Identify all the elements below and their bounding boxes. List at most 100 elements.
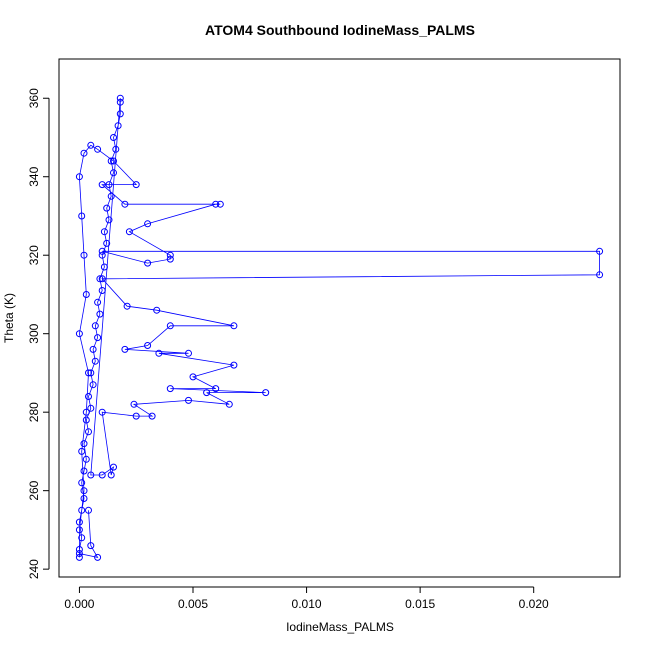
data-point xyxy=(103,239,111,247)
data-point xyxy=(85,393,92,400)
data-point xyxy=(89,381,97,389)
data-point xyxy=(80,487,88,495)
data-point xyxy=(87,141,95,149)
y-tick-label: 320 xyxy=(27,245,41,265)
data-point xyxy=(121,200,129,208)
data-point xyxy=(87,404,95,412)
data-point xyxy=(153,306,161,314)
x-tick-label: 0.010 xyxy=(292,597,322,611)
data-point xyxy=(75,518,83,526)
data-point xyxy=(87,542,95,550)
y-tick-label: 300 xyxy=(27,323,41,343)
data-point xyxy=(78,506,86,514)
data-point xyxy=(114,122,122,130)
data-point xyxy=(78,212,86,220)
data-point xyxy=(85,369,92,377)
data-point xyxy=(80,440,88,448)
data-point xyxy=(91,322,99,330)
data-point xyxy=(82,408,90,416)
data-point xyxy=(132,412,140,420)
plot-area-border xyxy=(58,58,621,578)
data-point xyxy=(116,94,124,102)
data-point xyxy=(105,181,113,189)
data-point xyxy=(116,98,124,106)
data-point xyxy=(91,357,99,365)
data-point xyxy=(80,149,88,157)
data-point xyxy=(110,134,117,141)
data-point xyxy=(75,553,83,561)
data-point xyxy=(105,216,113,224)
data-point xyxy=(166,385,174,393)
x-tick-label: 0.000 xyxy=(64,597,94,611)
data-point xyxy=(75,550,83,557)
data-point xyxy=(75,330,83,338)
data-point xyxy=(107,157,115,165)
data-point xyxy=(103,204,111,212)
y-axis-label: Theta (K) xyxy=(2,293,16,343)
data-point xyxy=(98,471,106,479)
data-point xyxy=(75,546,83,553)
data-point xyxy=(144,259,152,267)
data-point xyxy=(216,200,224,208)
x-tick-label: 0.005 xyxy=(178,597,208,611)
data-point xyxy=(166,251,174,259)
data-point xyxy=(112,145,120,153)
data-point xyxy=(596,271,604,279)
data-point xyxy=(166,322,174,330)
data-point xyxy=(203,389,211,397)
data-point xyxy=(98,181,106,189)
data-point xyxy=(107,192,115,200)
data-point xyxy=(230,361,238,369)
data-point xyxy=(75,173,83,181)
data-point xyxy=(132,181,140,189)
data-point xyxy=(148,412,156,420)
data-point xyxy=(98,275,106,283)
data-point xyxy=(96,310,104,318)
data-point xyxy=(98,408,106,416)
x-axis-label: IodineMass_PALMS xyxy=(286,620,394,634)
data-point xyxy=(144,342,152,349)
x-tick-label: 0.015 xyxy=(405,597,435,611)
data-point xyxy=(82,291,90,298)
data-point xyxy=(225,400,233,408)
data-point xyxy=(123,302,131,310)
data-point xyxy=(80,251,88,259)
data-point xyxy=(94,334,102,342)
data-point xyxy=(230,322,238,330)
data-point xyxy=(185,396,192,404)
series-lines xyxy=(78,98,600,558)
data-point xyxy=(125,228,133,236)
data-point xyxy=(189,373,197,381)
data-point xyxy=(110,169,117,177)
data-point xyxy=(85,506,92,514)
series-line xyxy=(78,98,600,558)
y-tick-label: 280 xyxy=(27,402,41,422)
data-point xyxy=(98,287,106,294)
data-point xyxy=(596,247,604,255)
data-point xyxy=(100,263,108,271)
data-point xyxy=(155,349,163,357)
data-point xyxy=(80,467,88,475)
series-points xyxy=(75,94,604,561)
x-tick-label: 0.020 xyxy=(519,597,549,611)
data-point xyxy=(212,200,220,208)
data-point xyxy=(78,479,86,487)
data-point xyxy=(110,157,117,165)
y-tick-label: 260 xyxy=(27,480,41,500)
data-point xyxy=(78,534,86,542)
data-point xyxy=(96,275,104,283)
y-tick-label: 340 xyxy=(27,166,41,186)
data-point xyxy=(212,385,220,393)
data-point xyxy=(262,389,270,397)
x-axis: 0.000 0.005 0.010 0.015 0.020 xyxy=(64,586,549,611)
chart-title: ATOM4 Southbound IodineMass_PALMS xyxy=(205,22,475,38)
y-tick-label: 360 xyxy=(27,88,41,108)
data-point xyxy=(82,455,90,463)
data-point xyxy=(89,345,97,353)
data-point xyxy=(144,220,152,228)
data-point xyxy=(80,495,88,502)
data-point xyxy=(110,463,117,471)
data-point xyxy=(85,428,92,436)
data-point xyxy=(185,349,192,357)
